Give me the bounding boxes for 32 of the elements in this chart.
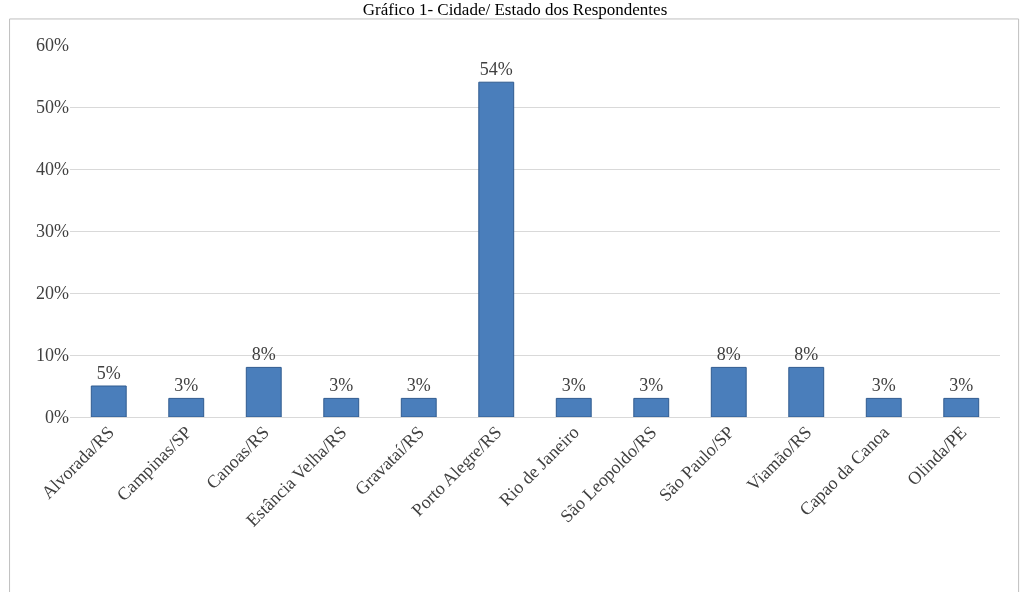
data-label: 3%	[949, 375, 974, 396]
y-tick-label: 40%	[36, 159, 69, 180]
y-tick-label: 0%	[45, 407, 69, 428]
bar	[710, 366, 747, 417]
data-label: 8%	[794, 344, 819, 365]
y-tick-label: 50%	[36, 97, 69, 118]
y-tick-label: 30%	[36, 221, 69, 242]
chart-title: Gráfico 1- Cidade/ Estado dos Respondentes	[362, 0, 668, 19]
bar	[400, 397, 437, 417]
data-label: 54%	[479, 59, 513, 80]
data-label: 3%	[871, 375, 896, 396]
bar	[943, 397, 980, 417]
data-label: 3%	[561, 375, 586, 396]
bar	[90, 385, 127, 417]
bar	[323, 397, 360, 417]
data-label: 3%	[639, 375, 664, 396]
data-label: 8%	[251, 344, 276, 365]
bar	[865, 397, 902, 417]
data-label: 3%	[329, 375, 354, 396]
bar	[788, 366, 825, 417]
bar	[555, 397, 592, 417]
bar	[245, 366, 282, 417]
bar	[168, 397, 205, 417]
data-label: 3%	[406, 375, 431, 396]
data-label: 3%	[174, 375, 199, 396]
bar	[633, 397, 670, 417]
data-label: 8%	[716, 344, 741, 365]
data-label: 5%	[96, 363, 121, 383]
y-tick-label: 60%	[36, 35, 69, 56]
bar	[478, 81, 515, 417]
y-tick-label: 20%	[36, 283, 69, 304]
y-tick-label: 10%	[36, 345, 69, 366]
